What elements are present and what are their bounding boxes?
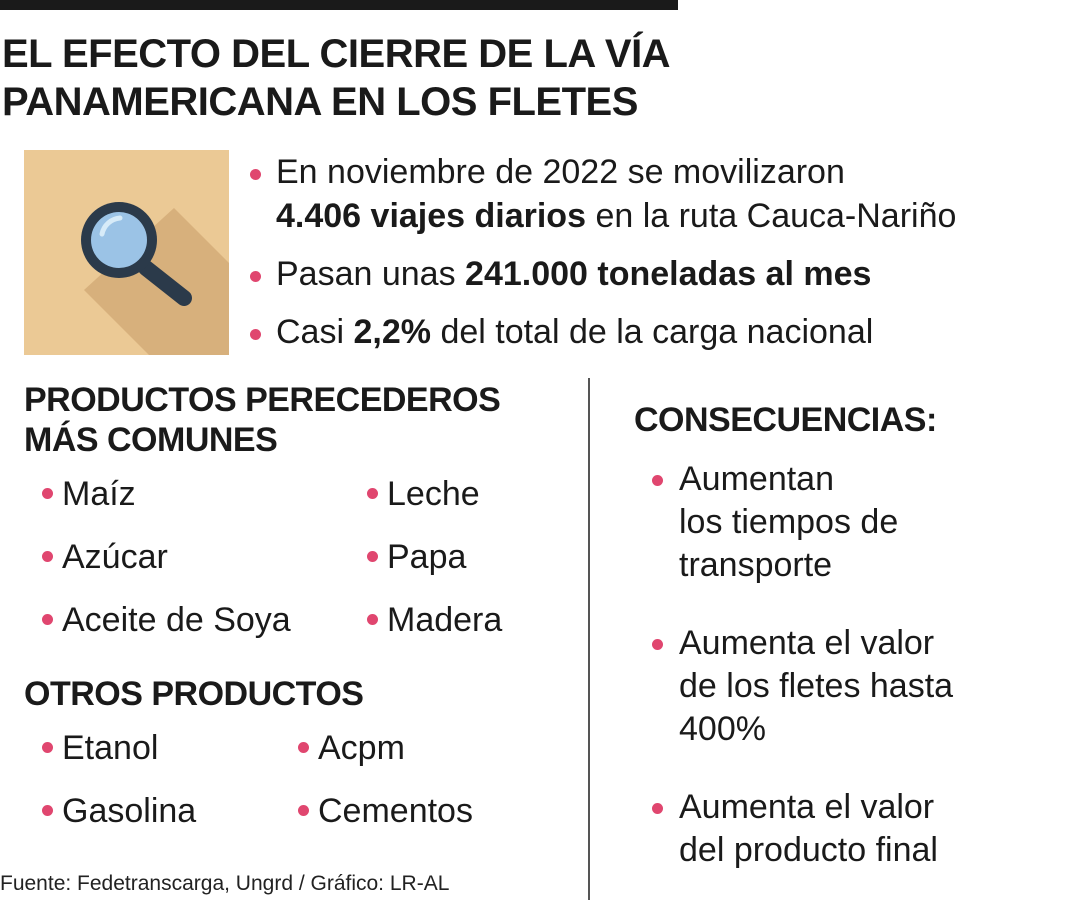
bullet-icon	[42, 804, 53, 816]
consequences-heading: CONSECUENCIAS:	[634, 401, 937, 439]
bullet-icon	[250, 329, 261, 340]
title-line-1: EL EFECTO DEL CIERRE DE LA VÍA	[2, 32, 671, 76]
fact-share: Casi 2,2% del total de la carga nacional	[250, 310, 1070, 354]
fact-trips: En noviembre de 2022 se movilizaron 4.40…	[250, 150, 1070, 238]
source-credit: Fuente: Fedetranscarga, Ungrd / Gráfico:…	[0, 872, 450, 895]
perishables-heading: PRODUCTOS PERECEDEROS MÁS COMUNES	[24, 381, 501, 459]
list-item: Aceite de Soya	[42, 600, 291, 640]
list-item: Cementos	[298, 791, 473, 831]
fact-tons: Pasan unas 241.000 toneladas al mes	[250, 252, 1070, 296]
list-item: Azúcar	[42, 537, 168, 577]
consequence-item: Aumenta el valor de los fletes hasta 400…	[652, 622, 1072, 751]
top-rule	[0, 0, 678, 10]
list-item: Acpm	[298, 728, 405, 768]
list-item: Leche	[367, 474, 480, 514]
list-item: Etanol	[42, 728, 158, 768]
list-item: Madera	[367, 600, 502, 640]
bullet-icon	[367, 613, 378, 625]
bullet-icon	[367, 550, 378, 562]
bullet-icon	[652, 475, 663, 486]
bullet-icon	[250, 271, 261, 282]
list-item: Papa	[367, 537, 466, 577]
list-item: Gasolina	[42, 791, 196, 831]
column-divider	[588, 378, 590, 900]
bullet-icon	[298, 741, 309, 753]
other-products-heading: OTROS PRODUCTOS	[24, 675, 364, 713]
bullet-icon	[298, 804, 309, 816]
bullet-icon	[652, 639, 663, 650]
bullet-icon	[42, 741, 53, 753]
bullet-icon	[42, 550, 53, 562]
bullet-icon	[42, 487, 53, 499]
bullet-icon	[652, 803, 663, 814]
page-title: EL EFECTO DEL CIERRE DE LA VÍA PANAMERIC…	[2, 30, 762, 126]
list-item: Maíz	[42, 474, 136, 514]
bullet-icon	[250, 169, 261, 180]
bullet-icon	[42, 613, 53, 625]
title-line-2: PANAMERICANA EN LOS FLETES	[2, 80, 638, 124]
bullet-icon	[367, 487, 378, 499]
magnifier-icon	[24, 150, 229, 355]
consequence-item: Aumentan los tiempos de transporte	[652, 458, 1072, 587]
consequence-item: Aumenta el valor del producto final	[652, 786, 1072, 872]
key-facts: En noviembre de 2022 se movilizaron 4.40…	[250, 150, 1070, 354]
